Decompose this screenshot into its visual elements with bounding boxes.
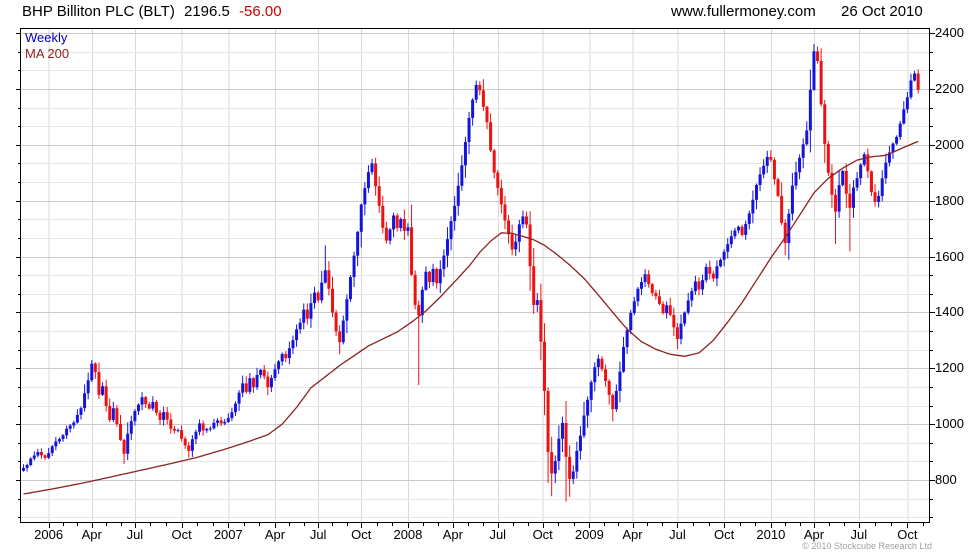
x-axis-label: 2006 bbox=[34, 527, 64, 542]
x-axis-label: Apr bbox=[442, 527, 463, 542]
y-axis-label: 1000 bbox=[935, 416, 964, 432]
header-title-block: BHP Billiton PLC (BLT) 2196.5 -56.00 bbox=[22, 3, 282, 20]
x-axis-label: 2009 bbox=[574, 527, 604, 542]
x-axis-label: Oct bbox=[171, 527, 192, 542]
x-axis-label: Oct bbox=[714, 527, 735, 542]
y-axis-label: 1200 bbox=[935, 360, 964, 376]
price-change: -56.00 bbox=[239, 3, 282, 20]
x-axis-label: 2008 bbox=[393, 527, 423, 542]
date-label: 26 Oct 2010 bbox=[841, 3, 923, 20]
x-axis-label: Apr bbox=[81, 527, 102, 542]
x-axis-label: Jul bbox=[126, 527, 144, 542]
x-axis-label: Jul bbox=[489, 527, 507, 542]
website-label: www.fullermoney.com bbox=[671, 3, 816, 20]
x-axis-label: Apr bbox=[264, 527, 286, 542]
copyright-notice: © 2010 Stockcube Research Ltd bbox=[802, 541, 932, 551]
candles-group bbox=[22, 44, 920, 502]
x-axis-label: 2007 bbox=[213, 527, 243, 542]
x-axis-label: Jul bbox=[309, 527, 327, 542]
y-axis-label: 1800 bbox=[935, 192, 964, 208]
x-axis-label: 2010 bbox=[756, 527, 786, 542]
last-price: 2196.5 bbox=[184, 3, 230, 20]
x-axis-label: Jul bbox=[669, 527, 686, 542]
legend-weekly: Weekly bbox=[25, 30, 68, 45]
x-axis-label: Jul bbox=[850, 527, 868, 542]
legend-ma200: MA 200 bbox=[25, 46, 70, 61]
ma200-line bbox=[23, 140, 919, 495]
y-axis-label: 1400 bbox=[935, 304, 964, 320]
y-axis-label: 800 bbox=[935, 472, 957, 488]
instrument-name: BHP Billiton PLC (BLT) bbox=[22, 3, 175, 20]
x-axis-label: Oct bbox=[897, 527, 918, 542]
y-axis-label: 1600 bbox=[935, 248, 964, 264]
x-axis-label: Oct bbox=[532, 527, 553, 542]
x-axis-label: Apr bbox=[622, 527, 643, 542]
y-axis-label: 2200 bbox=[935, 80, 964, 96]
plot-frame bbox=[20, 28, 930, 523]
x-axis-label: Apr bbox=[803, 527, 825, 542]
y-axis-label: 2400 bbox=[935, 25, 964, 40]
x-axis-label: Oct bbox=[351, 527, 372, 542]
y-axis-label: 2000 bbox=[935, 136, 964, 152]
